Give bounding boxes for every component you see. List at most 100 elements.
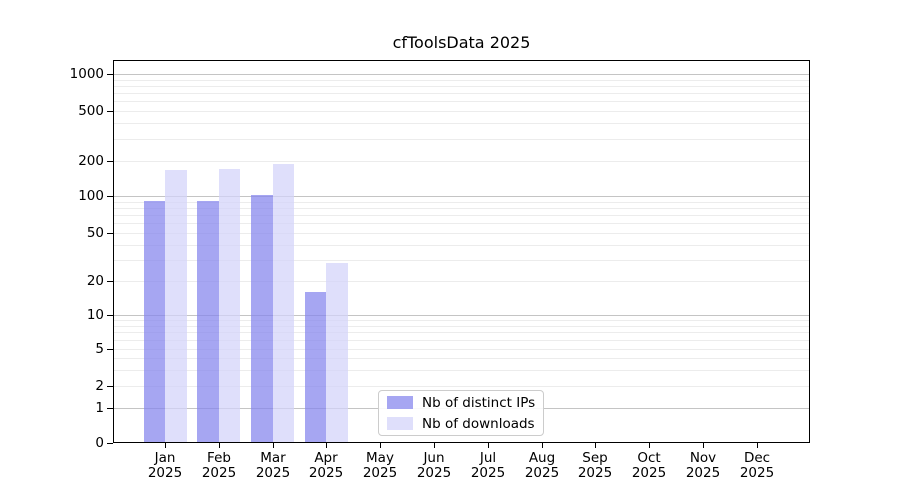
x-tick-year: 2025: [201, 464, 237, 481]
y-tick-mark: [107, 111, 113, 112]
minor-gridline: [113, 245, 810, 246]
bar-downloads-jan: [165, 170, 187, 443]
minor-gridline: [113, 123, 810, 124]
x-tick-year: 2025: [685, 464, 721, 481]
x-tick-year: 2025: [362, 464, 398, 481]
x-tick-month: Jun: [423, 450, 445, 466]
x-tick-mark: [326, 443, 327, 448]
legend-item-distinct-ips: Nb of distinct IPs: [387, 396, 535, 410]
minor-gridline: [113, 93, 810, 94]
x-tick-mark: [219, 443, 220, 448]
x-tick-month: Nov: [689, 450, 717, 466]
legend-label-distinct-ips: Nb of distinct IPs: [422, 394, 536, 411]
x-tick-month: Feb: [207, 450, 231, 466]
x-tick-month: Jul: [479, 450, 497, 466]
y-tick-mark: [107, 315, 113, 316]
minor-gridline: [113, 208, 810, 209]
x-tick-year: 2025: [416, 464, 452, 481]
y-tick-label: 50: [86, 225, 104, 241]
minor-gridline: [113, 86, 810, 87]
y-tick-label: 20: [86, 273, 104, 289]
bar-distinct-ips-feb: [197, 201, 219, 443]
y-tick-label: 10: [86, 307, 104, 323]
minor-gridline: [113, 233, 810, 234]
x-tick-year: 2025: [577, 464, 613, 481]
x-tick-year: 2025: [739, 464, 775, 481]
x-tick-mark: [703, 443, 704, 448]
x-tick-mark: [434, 443, 435, 448]
x-tick-mark: [542, 443, 543, 448]
bar-downloads-mar: [272, 164, 295, 443]
y-tick-mark: [107, 233, 113, 234]
bar-distinct-ips-apr: [304, 291, 327, 443]
legend-swatch-distinct-ips: [387, 396, 413, 409]
x-tick-year: 2025: [147, 464, 183, 481]
y-tick-mark: [107, 349, 113, 350]
x-tick-year: 2025: [255, 464, 291, 481]
x-tick-year: 2025: [631, 464, 667, 481]
x-tick-mark: [595, 443, 596, 448]
x-tick-mark: [757, 443, 758, 448]
minor-gridline: [113, 358, 810, 359]
x-tick-label-feb: Feb 2025: [187, 451, 251, 480]
x-tick-label-may: May 2025: [348, 451, 412, 480]
x-tick-year: 2025: [470, 464, 506, 481]
x-tick-label-sep: Sep 2025: [563, 451, 627, 480]
y-tick-label: 2: [95, 378, 104, 394]
legend-label-downloads: Nb of downloads: [422, 415, 535, 432]
bar-distinct-ips-mar: [251, 194, 273, 443]
x-tick-mark: [273, 443, 274, 448]
x-tick-month: May: [366, 450, 394, 466]
minor-gridline: [113, 320, 810, 321]
y-tick-label: 5: [95, 341, 104, 357]
x-tick-label-nov: Nov 2025: [671, 451, 735, 480]
y-tick-mark: [107, 281, 113, 282]
y-tick-mark: [107, 196, 113, 197]
minor-gridline: [113, 80, 810, 81]
x-tick-label-mar: Mar 2025: [241, 451, 305, 480]
x-tick-month: Apr: [314, 450, 338, 466]
y-tick-label: 200: [78, 153, 104, 169]
y-tick-label: 500: [78, 103, 104, 119]
x-tick-label-oct: Oct 2025: [617, 451, 681, 480]
x-tick-month: Oct: [637, 450, 661, 466]
chart-title: cfToolsData 2025: [392, 33, 531, 52]
y-tick-label: 1: [95, 400, 104, 416]
y-tick-mark: [107, 386, 113, 387]
minor-gridline: [113, 161, 810, 162]
minor-gridline: [113, 111, 810, 112]
y-tick-mark: [107, 161, 113, 162]
minor-gridline: [113, 260, 810, 261]
y-tick-label: 0: [95, 435, 104, 451]
minor-gridline: [113, 281, 810, 282]
x-tick-label-apr: Apr 2025: [294, 451, 358, 480]
minor-gridline: [113, 139, 810, 140]
minor-gridline: [113, 223, 810, 224]
minor-gridline: [113, 215, 810, 216]
x-tick-year: 2025: [308, 464, 344, 481]
x-tick-mark: [649, 443, 650, 448]
y-tick-mark: [107, 408, 113, 409]
minor-gridline: [113, 349, 810, 350]
minor-gridline: [113, 370, 810, 371]
major-gridline: [113, 74, 810, 75]
x-tick-label-jul: Jul 2025: [456, 451, 520, 480]
x-tick-year: 2025: [524, 464, 560, 481]
legend: Nb of distinct IPs Nb of downloads: [378, 390, 544, 436]
x-tick-label-jan: Jan 2025: [133, 451, 197, 480]
minor-gridline: [113, 332, 810, 333]
y-tick-label: 1000: [69, 66, 104, 82]
x-tick-month: Dec: [743, 450, 771, 466]
legend-swatch-downloads: [387, 417, 413, 430]
x-tick-label-dec: Dec 2025: [725, 451, 789, 480]
y-tick-mark: [107, 74, 113, 75]
x-tick-month: Jan: [154, 450, 176, 466]
x-tick-month: Aug: [528, 450, 556, 466]
y-tick-label: 100: [78, 188, 104, 204]
major-gridline: [113, 315, 810, 316]
bar-distinct-ips-jan: [143, 201, 165, 443]
x-tick-mark: [380, 443, 381, 448]
x-tick-month: Mar: [260, 450, 286, 466]
major-gridline: [113, 196, 810, 197]
